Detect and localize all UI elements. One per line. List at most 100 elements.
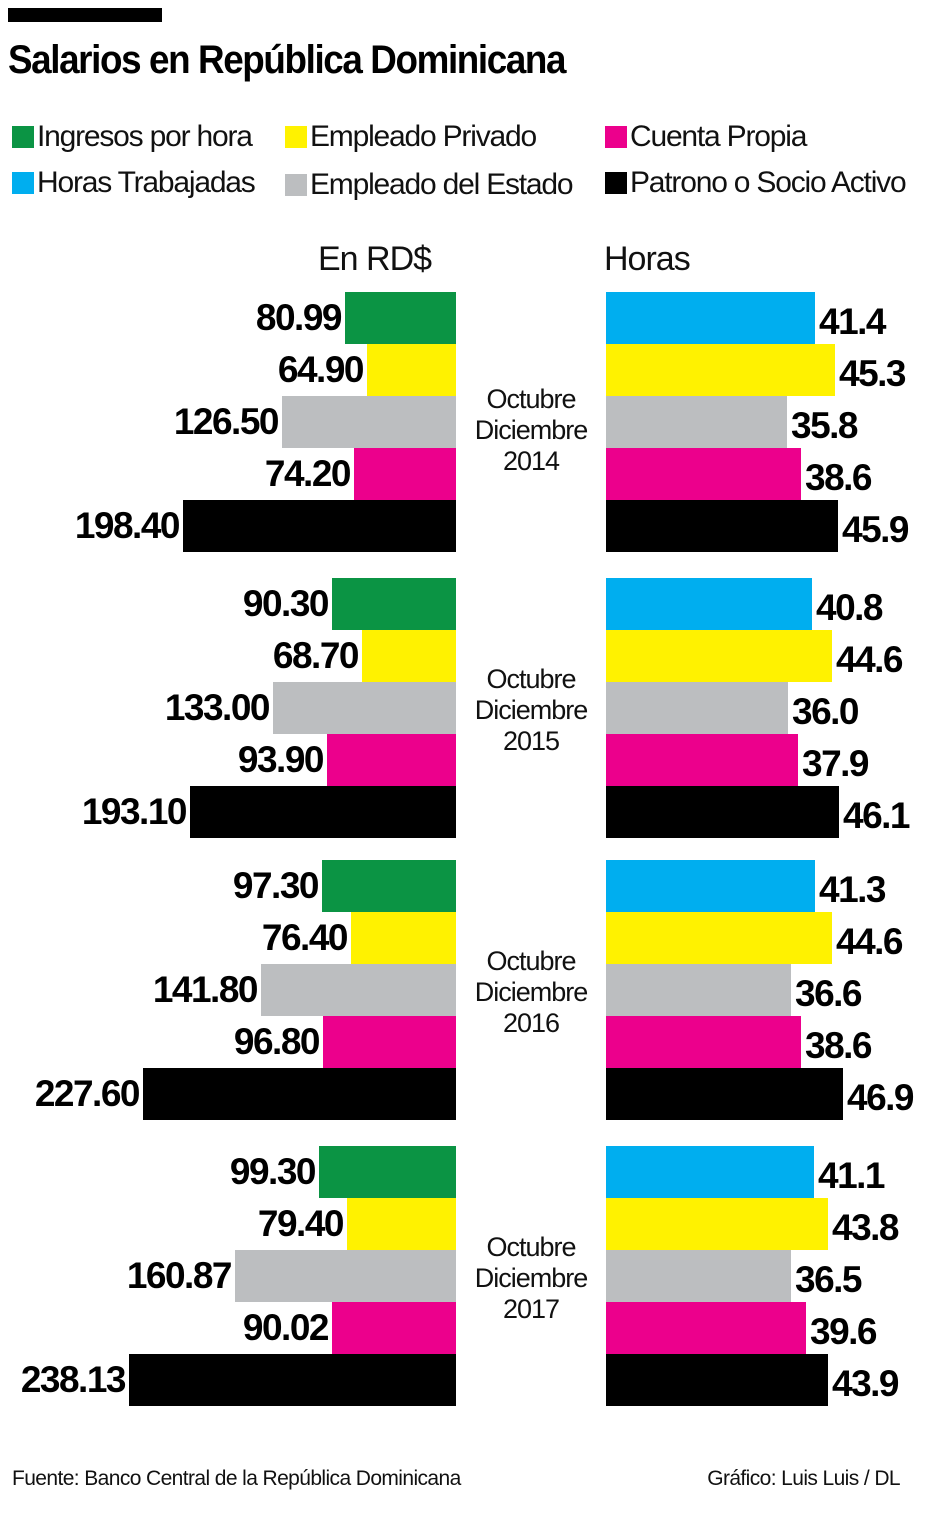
horas-value-label: 46.9 — [847, 1077, 915, 1118]
rd-bar — [261, 964, 456, 1016]
period-block: 90.30 40.8 68.70 44.6 133.00 36.0 93.90 37.9 193… — [0, 578, 936, 840]
rd-value-label: 99.30 — [229, 1151, 317, 1192]
period-label-line1: Octubre — [486, 664, 576, 694]
legend-label: Patrono o Socio Activo — [630, 166, 907, 199]
rd-value-label: 64.90 — [277, 349, 365, 390]
column-heading-horas: Horas — [604, 240, 691, 278]
horas-bar — [606, 1302, 806, 1354]
horas-value-label: 36.5 — [795, 1259, 863, 1300]
yellow-square-icon — [285, 126, 307, 148]
rd-value-label: 141.80 — [152, 969, 259, 1010]
legend-item-horas-trabajadas: Horas Trabajadas — [12, 166, 256, 200]
horas-bar — [606, 1068, 843, 1120]
rd-bar — [190, 786, 456, 838]
rd-value-label: 193.10 — [81, 791, 188, 832]
rd-bar — [323, 1016, 456, 1068]
legend-label: Horas Trabajadas — [37, 166, 256, 199]
horas-bar — [606, 964, 791, 1016]
horas-bar — [606, 682, 788, 734]
rd-value-label: 198.40 — [74, 505, 181, 546]
horas-bar — [606, 1198, 828, 1250]
legend-item-empleado-estado: Empleado del Estado — [285, 168, 574, 202]
horas-bar — [606, 1250, 791, 1302]
rd-bar — [327, 734, 456, 786]
period-block: 97.30 41.3 76.40 44.6 141.80 36.6 96.80 38.6 227… — [0, 860, 936, 1122]
legend-item-empleado-privado: Empleado Privado — [285, 120, 537, 154]
cyan-square-icon — [12, 172, 34, 194]
period-label-year: 2015 — [502, 726, 560, 756]
rd-value-label: 97.30 — [232, 865, 320, 906]
period-label-line2: Diciembre — [474, 977, 589, 1007]
period-label: Octubre Diciembre 2015 — [462, 664, 600, 757]
rd-bar — [354, 448, 456, 500]
horas-value-label: 40.8 — [816, 587, 884, 628]
legend-label: Empleado Privado — [310, 120, 537, 153]
horas-bar — [606, 578, 812, 630]
horas-value-label: 36.6 — [795, 973, 863, 1014]
horas-bar — [606, 1354, 828, 1406]
rd-bar — [332, 1302, 456, 1354]
period-label-year: 2014 — [502, 446, 560, 476]
horas-bar — [606, 396, 787, 448]
period-label-line1: Octubre — [486, 946, 576, 976]
rd-bar — [322, 860, 456, 912]
horas-value-label: 39.6 — [810, 1311, 878, 1352]
chart-title: Salarios en República Dominicana — [8, 38, 566, 82]
legend-label: Empleado del Estado — [310, 168, 574, 201]
rd-value-label: 90.30 — [242, 583, 330, 624]
rd-bar — [183, 500, 456, 552]
horas-value-label: 46.1 — [843, 795, 911, 836]
rd-bar — [367, 344, 456, 396]
period-label: Octubre Diciembre 2016 — [462, 946, 600, 1039]
period-label-line2: Diciembre — [474, 415, 589, 445]
horas-value-label: 37.9 — [802, 743, 870, 784]
period-label-year: 2016 — [502, 1008, 560, 1038]
horas-value-label: 38.6 — [805, 457, 873, 498]
source-note: Fuente: Banco Central de la República Do… — [12, 1467, 461, 1490]
period-label-line1: Octubre — [486, 384, 576, 414]
horas-bar — [606, 448, 801, 500]
rd-value-label: 76.40 — [261, 917, 349, 958]
horas-bar — [606, 1146, 814, 1198]
rd-value-label: 90.02 — [242, 1307, 330, 1348]
horas-bar — [606, 786, 839, 838]
rd-bar — [319, 1146, 456, 1198]
period-label: Octubre Diciembre 2017 — [462, 1232, 600, 1325]
horas-value-label: 41.3 — [819, 869, 887, 910]
credit-note: Gráfico: Luis Luis / DL — [707, 1467, 900, 1490]
horas-bar — [606, 1016, 801, 1068]
period-label-line1: Octubre — [486, 1232, 576, 1262]
horas-value-label: 41.4 — [819, 301, 887, 342]
horas-value-label: 36.0 — [792, 691, 860, 732]
rd-value-label: 74.20 — [264, 453, 352, 494]
horas-value-label: 45.3 — [839, 353, 907, 394]
gray-square-icon — [285, 174, 307, 196]
column-heading-rd: En RD$ — [318, 240, 432, 278]
horas-value-label: 45.9 — [842, 509, 910, 550]
rd-bar — [282, 396, 456, 448]
horas-bar — [606, 630, 832, 682]
horas-bar — [606, 292, 815, 344]
rd-value-label: 93.90 — [237, 739, 325, 780]
rd-value-label: 80.99 — [255, 297, 343, 338]
horas-bar — [606, 860, 815, 912]
period-label-year: 2017 — [502, 1294, 560, 1324]
horas-value-label: 43.9 — [832, 1363, 900, 1404]
title-accent-bar — [8, 8, 162, 22]
rd-bar — [362, 630, 456, 682]
rd-value-label: 160.87 — [126, 1255, 233, 1296]
rd-bar — [345, 292, 456, 344]
black-square-icon — [605, 172, 627, 194]
period-label-line2: Diciembre — [474, 1263, 589, 1293]
legend-label: Ingresos por hora — [37, 120, 253, 153]
horas-bar — [606, 734, 798, 786]
rd-bar — [351, 912, 456, 964]
rd-bar — [273, 682, 456, 734]
rd-bar — [235, 1250, 456, 1302]
rd-value-label: 133.00 — [164, 687, 271, 728]
magenta-square-icon — [605, 126, 627, 148]
rd-bar — [129, 1354, 456, 1406]
rd-bar — [143, 1068, 456, 1120]
green-square-icon — [12, 126, 34, 148]
horas-value-label: 35.8 — [791, 405, 859, 446]
